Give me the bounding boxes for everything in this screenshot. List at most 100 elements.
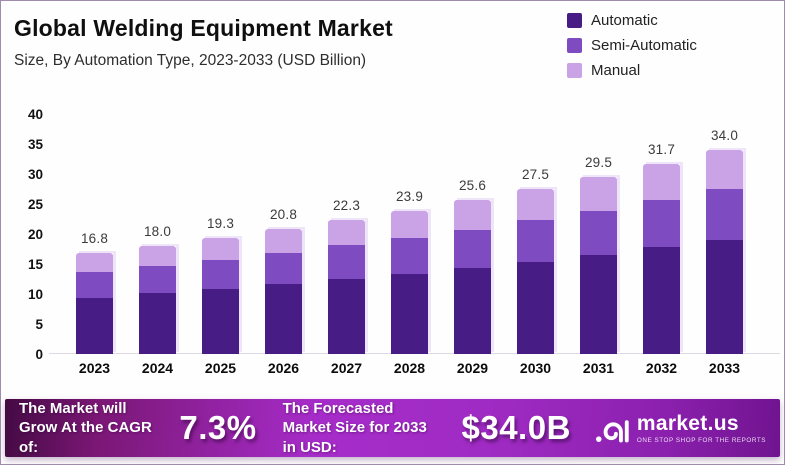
y-axis: 0 5 10 15 20 25 30 35 40 [1, 107, 45, 362]
market-us-logo: market.us ONE STOP SHOP FOR THE REPORTS [595, 411, 766, 445]
y-tick-label: 30 [27, 167, 43, 182]
bar-stack [139, 246, 176, 354]
bar-group: 23.9 [378, 114, 441, 354]
bar-group: 34.0 [693, 114, 756, 354]
y-tick-label: 35 [27, 137, 43, 152]
x-tick-label: 2030 [519, 360, 552, 376]
bar-group: 22.3 [315, 114, 378, 354]
bars-row: 16.8 18.0 19.3 20.8 22.3 23.9 25.6 27.5 29.5 31.7… [63, 114, 756, 354]
bar-total-label: 31.7 [647, 141, 676, 157]
bar-group: 16.8 [63, 114, 126, 354]
legend-swatch-icon [567, 12, 582, 28]
bar-group: 20.8 [252, 114, 315, 354]
bar-group: 27.5 [504, 114, 567, 354]
bar-segment-manual [76, 253, 113, 273]
bar-segment-manual [328, 220, 365, 246]
chart-subtitle: Size, By Automation Type, 2023-2033 (USD… [14, 52, 367, 69]
bar-total-label: 23.9 [395, 188, 424, 204]
bar-segment-semi-automatic [706, 189, 743, 240]
bar-stack [265, 229, 302, 354]
legend-label: Automatic [591, 11, 658, 29]
bar-segment-manual [139, 246, 176, 267]
x-tick-label: 2029 [456, 360, 489, 376]
legend-swatch-icon [567, 62, 582, 78]
bar-segment-semi-automatic [76, 272, 113, 298]
chart-area: 0 5 10 15 20 25 30 35 40 16.8 18.0 19.3 20.8 22.3 23.… [1, 107, 784, 362]
legend-swatch-icon [567, 37, 582, 53]
forecast-value: $34.0B [461, 409, 571, 446]
bar-total-label: 27.5 [521, 167, 550, 183]
bar-total-label: 25.6 [458, 178, 487, 194]
bar-total-label: 29.5 [584, 155, 613, 171]
bar-segment-manual [454, 200, 491, 230]
x-tick-label: 2026 [267, 360, 300, 376]
logo-text: market.us [636, 411, 739, 435]
bar-segment-automatic [454, 268, 491, 354]
legend-item: Automatic [567, 10, 697, 30]
bar-segment-automatic [391, 273, 428, 354]
bar-segment-automatic [202, 289, 239, 354]
bar-segment-manual [517, 189, 554, 221]
bar-segment-semi-automatic [580, 210, 617, 255]
bar-group: 19.3 [189, 114, 252, 354]
x-tick-label: 2024 [141, 360, 174, 376]
bar-segment-semi-automatic [139, 266, 176, 294]
bar-stack [391, 210, 428, 354]
bar-segment-automatic [643, 247, 680, 354]
y-tick-label: 25 [27, 197, 43, 212]
legend-label: Manual [591, 61, 641, 79]
cagr-value: 7.3% [179, 409, 257, 446]
bar-stack [202, 238, 239, 354]
header: Global Welding Equipment Market Size, By… [14, 15, 393, 70]
bar-segment-automatic [328, 279, 365, 354]
legend-item: Manual [567, 60, 697, 80]
legend-item: Semi-Automatic [567, 35, 697, 55]
x-tick-label: 2027 [330, 360, 363, 376]
x-tick-label: 2033 [708, 360, 741, 376]
bar-segment-manual [265, 229, 302, 254]
bar-group: 18.0 [126, 114, 189, 354]
legend-label: Semi-Automatic [591, 36, 697, 54]
x-axis-labels: 2023 2024 2025 2026 2027 2028 2029 2030 2031 2032… [63, 360, 756, 376]
bar-total-label: 22.3 [332, 198, 361, 214]
bar-total-label: 18.0 [143, 224, 172, 240]
bar-segment-automatic [706, 240, 743, 354]
market-us-logo-icon [595, 420, 629, 443]
bar-group: 31.7 [630, 114, 693, 354]
bar-total-label: 16.8 [80, 231, 109, 247]
bar-group: 29.5 [567, 114, 630, 354]
bar-stack [517, 189, 554, 354]
y-tick-label: 5 [35, 317, 43, 332]
bar-total-label: 20.8 [269, 207, 298, 223]
x-tick-label: 2031 [582, 360, 615, 376]
bar-segment-manual [706, 150, 743, 189]
cagr-label: The Market will Grow At the CAGR of: [19, 399, 152, 456]
bar-stack [643, 163, 680, 354]
bar-group: 25.6 [441, 114, 504, 354]
bar-segment-semi-automatic [454, 229, 491, 269]
bar-segment-manual [643, 163, 680, 200]
bar-segment-semi-automatic [643, 199, 680, 248]
bar-segment-semi-automatic [328, 245, 365, 279]
bar-stack [328, 220, 365, 354]
bar-segment-automatic [139, 293, 176, 354]
bar-stack [76, 253, 113, 354]
bar-segment-manual [202, 238, 239, 261]
bar-segment-semi-automatic [265, 253, 302, 285]
y-tick-label: 0 [35, 347, 43, 362]
bar-stack [706, 150, 743, 354]
x-tick-label: 2032 [645, 360, 678, 376]
bar-segment-manual [580, 177, 617, 211]
bar-total-label: 34.0 [710, 128, 739, 143]
forecast-label: The Forecasted Market Size for 2033 in U… [282, 399, 427, 456]
bar-stack [580, 177, 617, 354]
logo-tagline: ONE STOP SHOP FOR THE REPORTS [636, 436, 766, 444]
y-tick-label: 10 [27, 287, 43, 302]
bar-segment-automatic [76, 297, 113, 354]
chart-title: Global Welding Equipment Market [14, 15, 393, 41]
bar-segment-semi-automatic [202, 260, 239, 290]
y-tick-label: 20 [27, 227, 43, 242]
bar-stack [454, 200, 491, 354]
bar-segment-semi-automatic [391, 237, 428, 274]
